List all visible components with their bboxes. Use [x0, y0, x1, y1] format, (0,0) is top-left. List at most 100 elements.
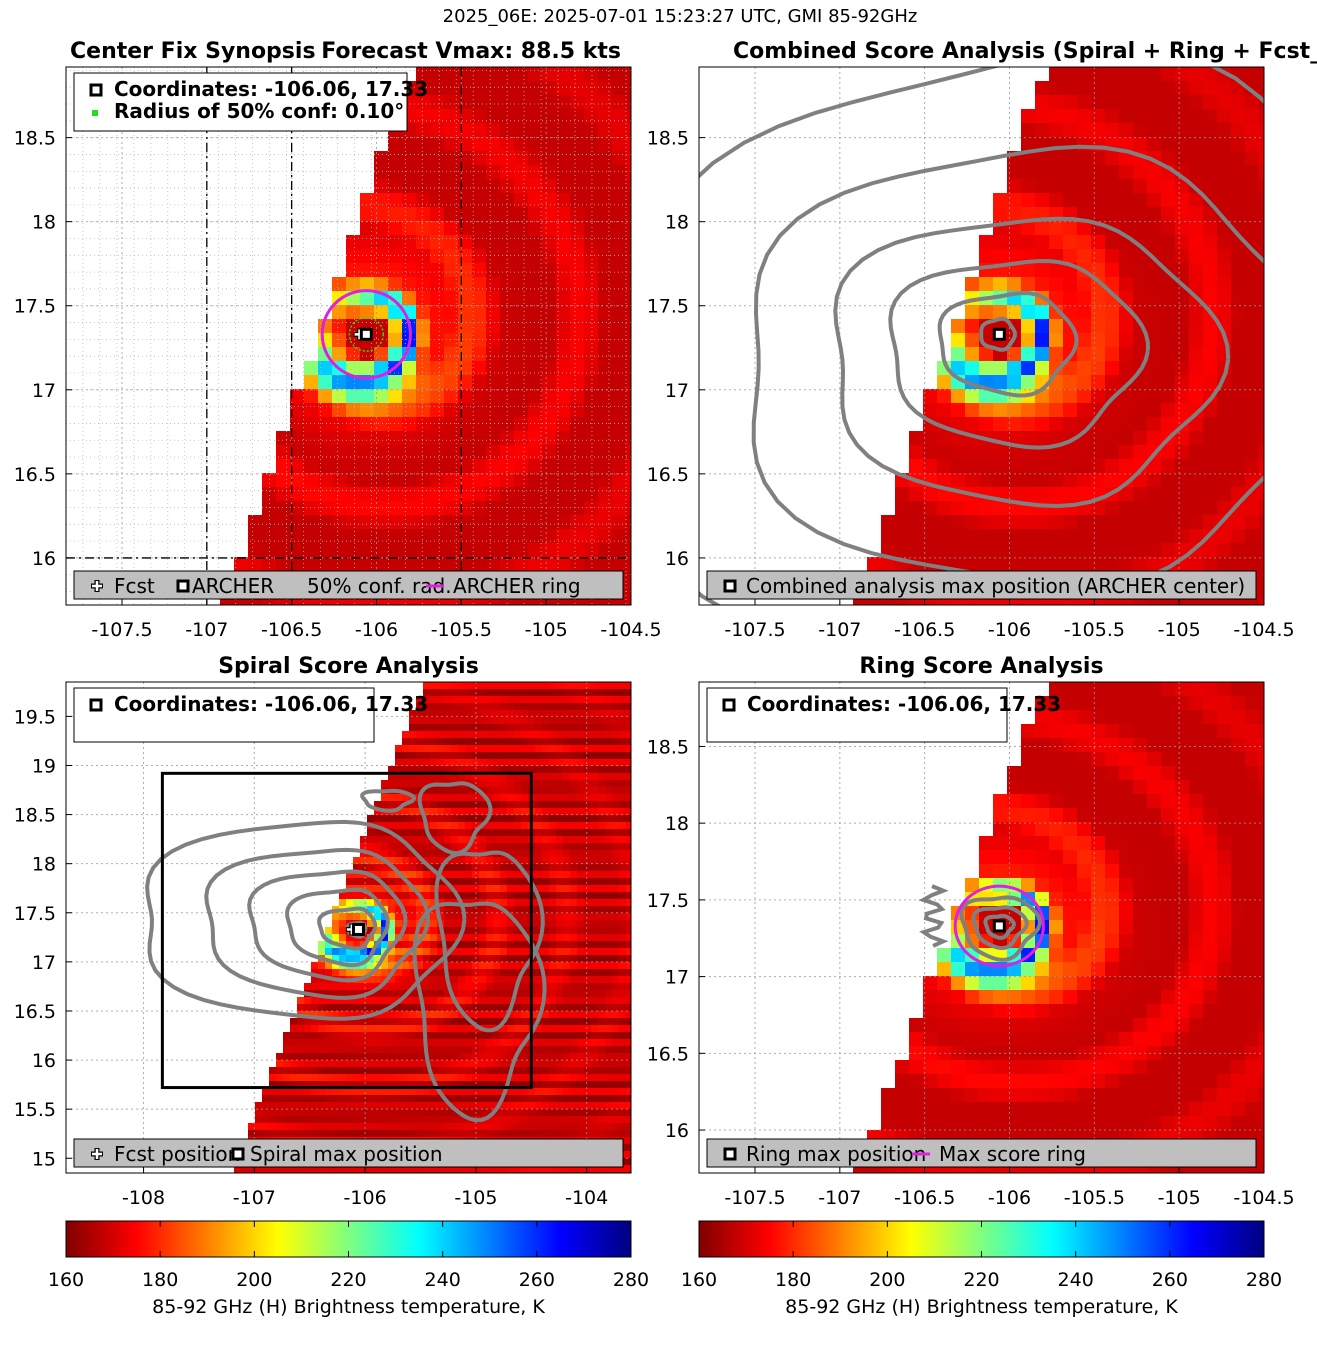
tb-cell — [430, 920, 438, 928]
tb-cell — [577, 808, 585, 816]
tb-cell — [1119, 459, 1134, 474]
tb-cell — [416, 557, 431, 572]
tb-cell — [556, 1081, 564, 1089]
tb-cell — [437, 1025, 445, 1033]
tb-cell — [465, 696, 473, 704]
tb-cell — [598, 1074, 606, 1082]
tb-cell — [577, 731, 585, 739]
tb-cell — [563, 920, 571, 928]
tb-cell — [507, 1011, 515, 1019]
tb-cell — [451, 801, 459, 809]
tb-cell — [1035, 221, 1050, 236]
tb-cell — [262, 529, 277, 544]
tb-cell — [1259, 599, 1264, 605]
tb-cell — [458, 773, 466, 781]
tb-cell — [626, 1137, 631, 1145]
tb-cell — [612, 752, 620, 760]
tb-cell — [1119, 123, 1134, 138]
tb-cell — [465, 836, 473, 844]
tb-cell — [458, 892, 466, 900]
tb-cell — [1077, 95, 1092, 110]
tb-cell — [1077, 347, 1092, 362]
tb-cell — [1161, 67, 1176, 82]
tb-cell — [500, 773, 508, 781]
tb-cell — [605, 822, 613, 830]
tb-cell — [563, 1116, 571, 1124]
tb-cell — [402, 787, 410, 795]
tb-cell — [493, 1074, 501, 1082]
tb-cell — [1063, 403, 1078, 418]
tb-cell — [402, 487, 417, 502]
tb-cell — [416, 333, 431, 348]
tb-cell — [311, 976, 319, 984]
tb-cell — [346, 529, 361, 544]
tb-cell — [402, 829, 410, 837]
tb-cell — [570, 738, 578, 746]
tb-cell — [591, 899, 599, 907]
tb-cell — [612, 969, 620, 977]
tb-cell — [479, 745, 487, 753]
tb-cell — [367, 997, 375, 1005]
tb-cell — [542, 745, 550, 753]
tb-cell — [437, 1046, 445, 1054]
tb-cell — [521, 1067, 529, 1075]
tb-cell — [563, 885, 571, 893]
tb-cell — [1105, 67, 1120, 82]
tb-cell — [1189, 347, 1204, 362]
tb-cell — [416, 766, 424, 774]
tb-cell — [388, 403, 403, 418]
y-tick-label: 16 — [665, 548, 689, 570]
tb-cell — [556, 976, 564, 984]
tb-cell — [437, 1102, 445, 1110]
tb-cell — [1203, 277, 1218, 292]
tb-cell — [542, 221, 557, 236]
tb-cell — [612, 724, 620, 732]
tb-cell — [437, 1004, 445, 1012]
tb-cell — [951, 459, 966, 474]
tb-cell — [556, 990, 564, 998]
tb-cell — [563, 759, 571, 767]
tb-cell — [542, 1060, 550, 1068]
tb-cell — [458, 1067, 466, 1075]
tb-cell — [528, 724, 536, 732]
tb-cell — [1259, 263, 1264, 278]
tb-cell — [612, 221, 627, 236]
tb-cell — [626, 1011, 631, 1019]
tb-cell — [1217, 123, 1232, 138]
tb-cell — [472, 557, 487, 572]
tb-cell — [437, 934, 445, 942]
tb-cell — [577, 696, 585, 704]
tb-cell — [1035, 95, 1050, 110]
tb-cell — [605, 941, 613, 949]
tb-cell — [619, 682, 627, 690]
tb-cell — [458, 1011, 466, 1019]
tb-cell — [1175, 375, 1190, 390]
tb-cell — [556, 948, 564, 956]
tb-cell — [409, 843, 417, 851]
tb-cell — [605, 1039, 613, 1047]
tb-cell — [360, 1039, 368, 1047]
tb-cell — [290, 1060, 298, 1068]
tb-cell — [451, 808, 459, 816]
tb-cell — [1175, 431, 1190, 446]
tb-cell — [542, 836, 550, 844]
tb-cell — [416, 515, 431, 530]
tb-cell — [619, 885, 627, 893]
tb-cell — [304, 1039, 312, 1047]
tb-cell — [979, 557, 994, 572]
tb-cell — [605, 696, 613, 704]
tb-cell — [1119, 81, 1134, 96]
tb-cell — [514, 179, 529, 194]
tb-cell — [535, 857, 543, 865]
tb-cell — [1063, 515, 1078, 530]
tb-cell — [325, 1025, 333, 1033]
tb-cell — [626, 417, 631, 432]
tb-cell — [1217, 445, 1232, 460]
tb-cell — [556, 815, 564, 823]
tb-cell — [1259, 375, 1264, 390]
tb-cell — [535, 773, 543, 781]
tb-cell — [598, 731, 606, 739]
tb-cell — [381, 934, 389, 942]
tb-cell — [409, 1011, 417, 1019]
tb-cell — [570, 557, 585, 572]
